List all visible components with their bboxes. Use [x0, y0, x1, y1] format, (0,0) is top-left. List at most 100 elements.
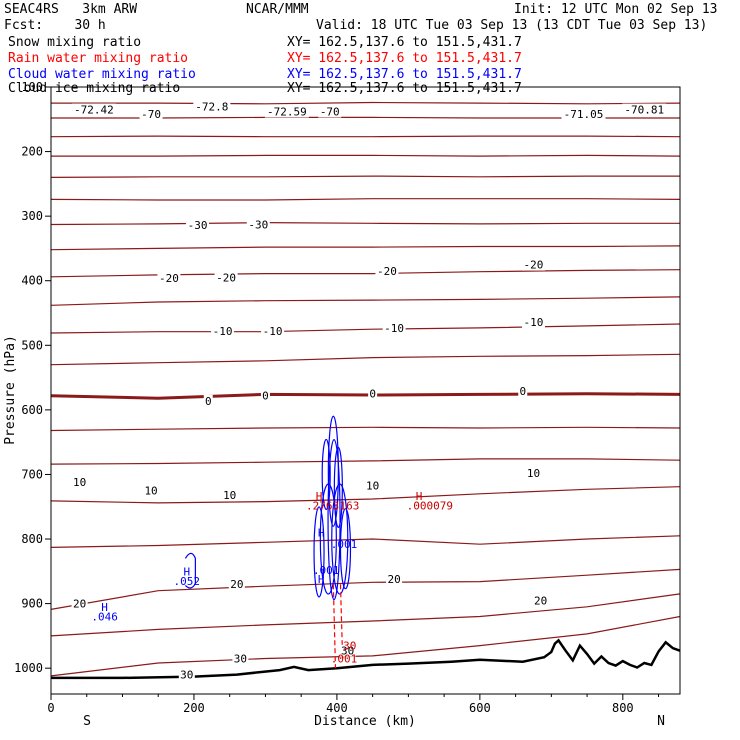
terrain-line — [51, 638, 681, 680]
contour-label-0: -72.42 — [74, 104, 114, 117]
field-snow-label: Snow mixing ratio — [8, 35, 142, 50]
isotherm-line-12 — [50, 392, 681, 400]
field-snow-xy: XY= 162.5,137.6 to 151.5,431.7 — [287, 35, 522, 50]
contour-label-bg-17 — [203, 394, 213, 407]
isotherm-line-5 — [50, 198, 681, 201]
cloud-annotation-12: .000079 — [407, 499, 453, 512]
contour-label-bg-13 — [211, 325, 235, 338]
x-tick-label-1: 200 — [183, 701, 205, 715]
isotherm-line-8 — [50, 269, 681, 278]
field-cloudwater-xy: XY= 162.5,137.6 to 151.5,431.7 — [287, 67, 522, 82]
init-time: Init: 12 UTC Mon 02 Sep 13 — [514, 2, 718, 17]
field-cloudwater-label: Cloud water mixing ratio — [8, 67, 196, 82]
contour-label-9: -20 — [159, 272, 179, 285]
cloud-annotation-0: H — [183, 565, 190, 578]
cloud-water-contour-6 — [313, 506, 325, 598]
contour-label-14: -10 — [263, 325, 283, 338]
contour-label-bg-19 — [368, 387, 378, 400]
cloud-annotation-1: .052 — [174, 575, 201, 588]
field-rain-label: Rain water mixing ratio — [8, 51, 189, 66]
contour-label-bg-28 — [386, 573, 403, 586]
isotherm-line-0 — [51, 101, 681, 105]
isotherm-line-10 — [50, 323, 681, 334]
contour-label-bg-16 — [521, 316, 545, 329]
field-rain-xy: XY= 162.5,137.6 to 151.5,431.7 — [287, 51, 522, 66]
contour-label-bg-10 — [214, 271, 238, 284]
cloud-features — [184, 415, 352, 669]
x-axis-north-label: N — [657, 714, 665, 729]
contour-label-bg-22 — [143, 484, 160, 497]
contour-label-bg-27 — [228, 578, 245, 591]
contour-label-7: -30 — [188, 219, 208, 232]
model-name: SEAC4RS 3km ARW — [4, 2, 138, 17]
contour-label-24: 10 — [366, 479, 379, 492]
y-tick-label-0: 100 — [21, 80, 43, 94]
contour-label-1: -72.8 — [195, 100, 228, 113]
contour-label-bg-8 — [246, 218, 270, 231]
cloud-annotation-2: H — [101, 601, 108, 614]
cloud-water-contour-1 — [327, 439, 341, 601]
cloud-annotation-5: .001 — [331, 538, 358, 551]
contour-label-bg-32 — [339, 644, 356, 657]
cloud-water-contour-5 — [333, 446, 343, 528]
x-tick-label-2: 400 — [326, 701, 348, 715]
cloud-water-contour-7 — [339, 508, 352, 590]
contour-label-bg-3 — [139, 108, 163, 121]
contour-label-bg-21 — [71, 476, 88, 489]
y-tick-label-8: 900 — [21, 597, 43, 611]
contour-label-17: 0 — [205, 395, 212, 408]
contour-label-18: 0 — [262, 390, 269, 403]
contour-label-4: -70 — [320, 106, 340, 119]
isotherm-line-17 — [50, 568, 681, 610]
y-tick-label-6: 700 — [21, 467, 43, 481]
plot-frame — [50, 86, 681, 695]
contour-label-10: -20 — [216, 271, 236, 284]
isotherm-line-7 — [50, 245, 681, 251]
y-tick-label-5: 600 — [21, 403, 43, 417]
cloud-annotation-3: .046 — [91, 611, 118, 624]
contour-label-16: -10 — [524, 316, 544, 329]
rain-water-contour-0 — [332, 584, 337, 669]
isotherm-contours — [50, 101, 681, 677]
valid-time: Valid: 18 UTC Tue 03 Sep 13 (13 CDT Tue … — [316, 18, 708, 33]
isotherm-line-13 — [50, 426, 681, 432]
x-tick-label-3: 600 — [469, 701, 491, 715]
contour-label-29: 20 — [534, 594, 547, 607]
isotherm-line-2 — [50, 135, 681, 138]
contour-label-bg-24 — [364, 479, 381, 492]
contour-label-6: -70.81 — [624, 104, 664, 117]
contour-label-5: -71.05 — [564, 108, 604, 121]
isotherm-line-18 — [50, 593, 681, 637]
isotherm-line-9 — [50, 296, 681, 306]
cloud-annotation-10: .163 — [333, 499, 360, 512]
contour-label-bg-12 — [521, 258, 545, 271]
contour-label-25: 10 — [527, 467, 540, 480]
contour-label-bg-15 — [382, 321, 406, 334]
cloud-annotation-13: 30 — [343, 640, 356, 653]
cloud-annotation-8: H — [316, 490, 323, 503]
cloud-water-contour-small — [184, 552, 196, 589]
axes: 0 200 400 600 800100200300400500600700800900… — [14, 80, 660, 715]
contour-label-20: 0 — [519, 385, 526, 398]
contour-label-31: 30 — [234, 652, 247, 665]
contour-label-bg-23 — [221, 489, 238, 502]
y-axis-label: Pressure (hPa) — [3, 335, 18, 445]
rain-water-contour-1 — [339, 584, 344, 659]
contour-label-bg-25 — [525, 467, 542, 480]
contour-label-8: -30 — [248, 219, 268, 232]
contour-label-27: 20 — [230, 578, 243, 591]
contour-label-32: 30 — [341, 645, 354, 658]
x-tick-label-4: 800 — [612, 701, 634, 715]
field-cloudice-label: Cloud ice mixing ratio — [8, 81, 181, 96]
isotherm-line-6 — [50, 221, 680, 226]
contour-label-21: 10 — [73, 476, 86, 489]
y-tick-label-3: 400 — [21, 274, 43, 288]
contour-label-23: 10 — [223, 489, 236, 502]
x-axis-label: Distance (km) — [314, 714, 416, 729]
isotherm-line-14 — [50, 458, 681, 465]
y-tick-label-7: 800 — [21, 532, 43, 546]
x-axis-south-label: S — [83, 714, 91, 729]
contour-label-bg-6 — [622, 103, 667, 116]
cloud-annotation-7: H — [318, 573, 325, 586]
